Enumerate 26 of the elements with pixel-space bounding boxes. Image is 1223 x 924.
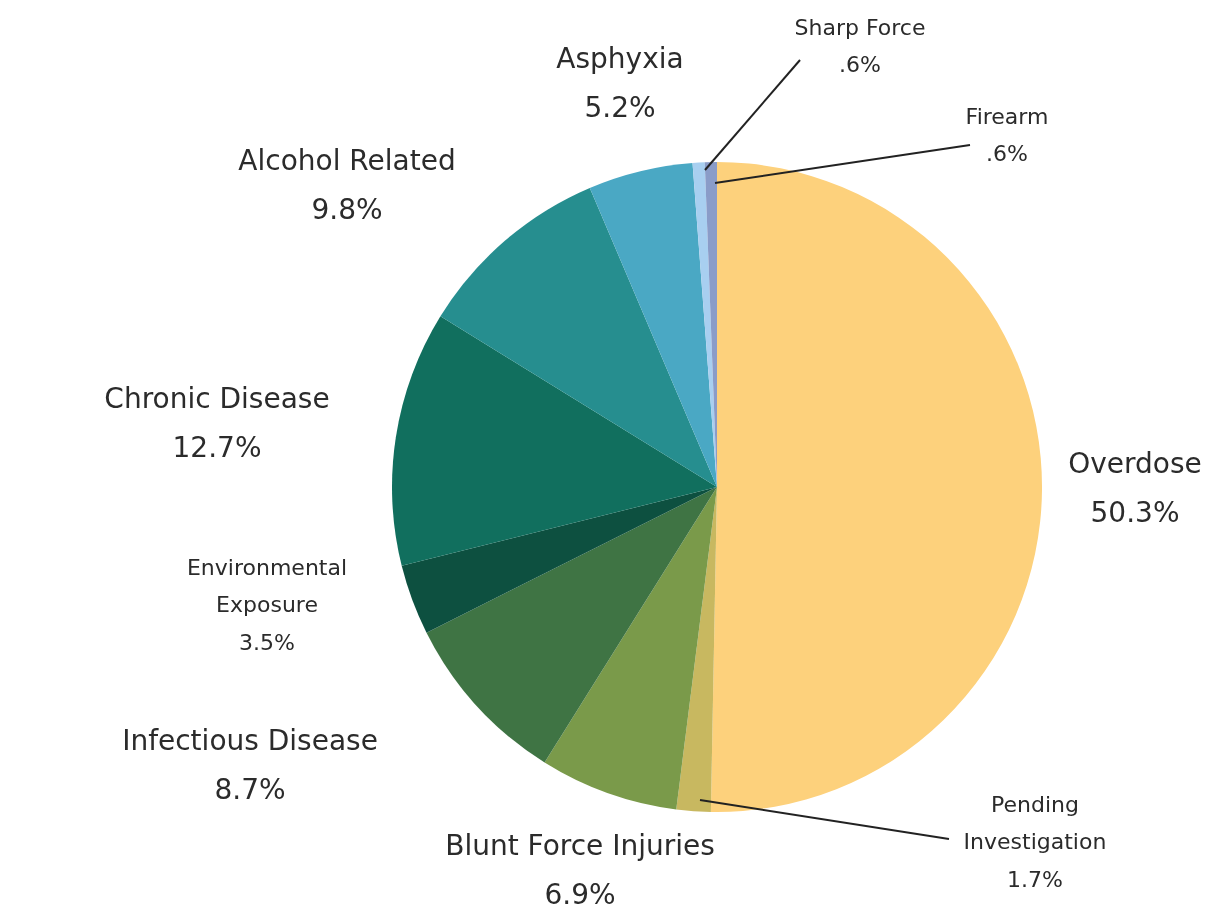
slice-label: Environmental Exposure (186, 555, 348, 618)
data-label: 12.7% (172, 431, 262, 464)
slice-label: Chronic Disease (104, 382, 330, 415)
pie-slice (440, 187, 717, 487)
data-label: 9.8% (311, 193, 383, 226)
slice-label: Firearm (965, 104, 1049, 129)
data-label: 8.7% (214, 773, 286, 806)
pie-slice (589, 162, 717, 487)
slice-label: Overdose (1068, 447, 1202, 480)
data-label: 50.3% (1090, 496, 1180, 529)
data-label: .6% (986, 141, 1028, 167)
data-label: 6.9% (544, 878, 616, 911)
pie-slice (426, 487, 717, 763)
slice-label: Infectious Disease (122, 724, 378, 757)
slice-label: Asphyxia (556, 42, 684, 75)
pie-slice (392, 316, 717, 566)
slice-label: Sharp Force (794, 15, 926, 40)
data-label: 3.5% (239, 629, 295, 655)
data-label: .6% (839, 52, 881, 78)
pie-slice (544, 487, 717, 810)
slice-label: Alcohol Related (238, 144, 456, 177)
slice-label: Pending Investigation (963, 792, 1107, 855)
pie-slice (401, 487, 717, 633)
slice-label: Blunt Force Injuries (445, 829, 715, 862)
data-label: 5.2% (584, 91, 656, 124)
data-label: 1.7% (1007, 866, 1063, 892)
